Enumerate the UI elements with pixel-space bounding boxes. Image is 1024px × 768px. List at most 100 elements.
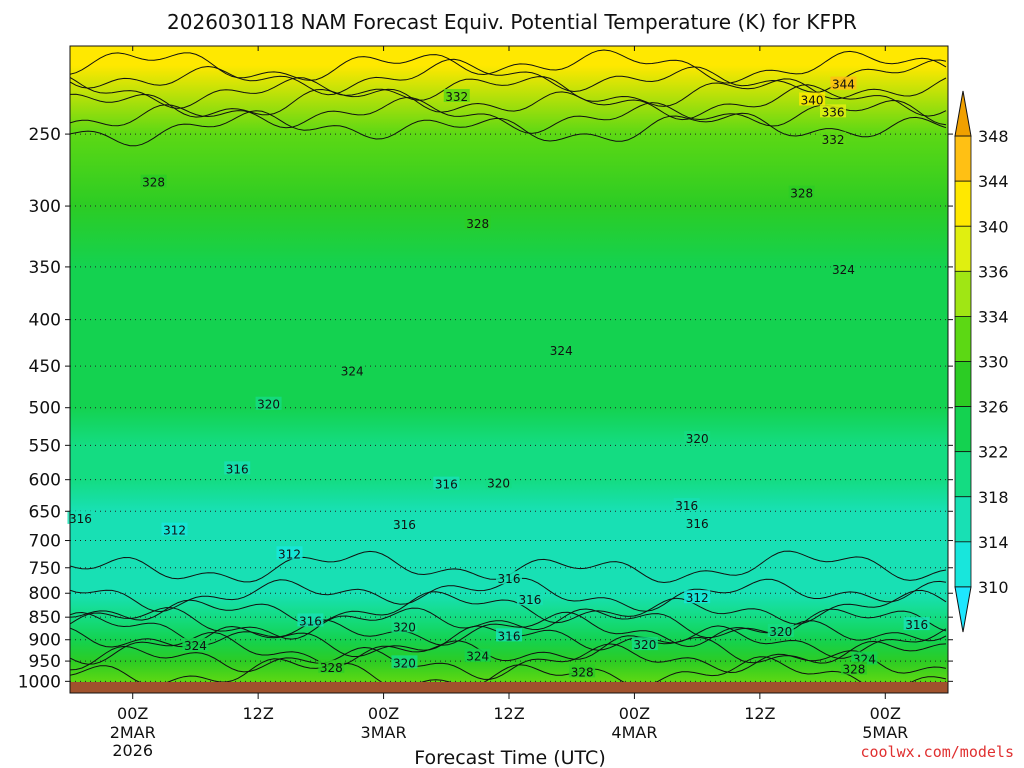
contour-label-text: 316 — [69, 512, 92, 526]
contour-label-text: 336 — [822, 105, 845, 119]
x-tick-date: 4MAR — [611, 723, 657, 742]
x-tick-label: 12Z — [493, 704, 524, 723]
x-tick-date: 2MAR — [110, 723, 156, 742]
contour-label: 316 — [496, 628, 522, 643]
contour-label-text: 324 — [341, 364, 364, 378]
chart-title: 2026030118 NAM Forecast Equiv. Potential… — [167, 10, 857, 34]
x-tick-label: 00Z — [117, 704, 148, 723]
y-tick-label: 450 — [29, 357, 61, 377]
theta-e-field — [70, 46, 948, 693]
contour-label-text: 320 — [393, 656, 416, 670]
colorbar-label: 340 — [978, 217, 1009, 236]
x-tick-date: 3MAR — [361, 723, 407, 742]
contour-label: 316 — [673, 498, 700, 513]
contour-328 — [70, 643, 947, 680]
contour-label-text: 316 — [498, 572, 521, 586]
contour-336 — [70, 84, 947, 121]
contour-label-text: 316 — [393, 518, 416, 532]
contour-label-text: 328 — [790, 187, 813, 201]
contour-label: 324 — [182, 637, 209, 653]
contour-label: 320 — [391, 655, 418, 670]
contour-label: 332 — [443, 88, 470, 104]
contour-label: 316 — [903, 617, 930, 632]
contour-label: 340 — [799, 92, 826, 107]
y-tick-label: 600 — [29, 471, 61, 491]
contour-label: 320 — [767, 623, 794, 639]
contour-label-text: 320 — [633, 638, 656, 652]
y-tick-label: 400 — [29, 311, 61, 331]
contour-label: 324 — [548, 343, 575, 358]
colorbar-swatch — [954, 451, 972, 498]
contour-label-text: 316 — [435, 478, 458, 492]
contour-label: 328 — [788, 185, 815, 201]
contour-320 — [70, 607, 947, 640]
contour-label: 328 — [464, 215, 491, 231]
contour-label: 316 — [684, 516, 711, 531]
colorbar-label: 348 — [978, 127, 1009, 146]
colorbar-bottom-arrow — [954, 586, 972, 633]
y-tick-label: 500 — [29, 399, 61, 419]
colorbar-label: 314 — [978, 533, 1009, 552]
contour-label: 328 — [569, 664, 596, 679]
contour-label: 316 — [496, 571, 522, 586]
contour-label: 320 — [485, 475, 512, 490]
colorbar-label: 336 — [978, 262, 1009, 281]
contour-332 — [70, 110, 947, 147]
colorbar-top-arrow — [954, 90, 972, 137]
contour-label-text: 344 — [832, 78, 855, 92]
contour-326 — [70, 631, 947, 667]
colorbar-label: 322 — [978, 443, 1009, 462]
y-tick-label: 300 — [29, 197, 61, 217]
y-axis: 250 300 350 400 450 500 550 600 650 700 750 800 850 9… — [18, 125, 953, 692]
contour-label: 320 — [684, 431, 711, 446]
colorbar-swatch — [954, 406, 972, 453]
contour-label: 320 — [391, 619, 418, 634]
contour-322 — [70, 611, 947, 648]
contour-label: 324 — [464, 648, 491, 664]
contour-label-text: 320 — [686, 432, 709, 446]
contour-label-text: 316 — [518, 593, 541, 607]
contour-label-text: 328 — [466, 217, 489, 231]
contour-label: 316 — [67, 510, 94, 526]
contour-340 — [70, 58, 947, 96]
contour-label: 328 — [140, 174, 167, 190]
x-tick-label: 00Z — [870, 704, 901, 723]
y-tick-label: 800 — [29, 584, 61, 604]
contour-label: 336 — [820, 104, 847, 119]
contour-label: 316 — [297, 613, 324, 628]
contour-label: 320 — [631, 637, 658, 652]
contour-label-text: 316 — [226, 462, 249, 476]
terrain-strip — [70, 682, 948, 693]
colorbar-swatch — [954, 541, 972, 588]
colorbar-label: 330 — [978, 353, 1009, 372]
colorbar-label: 318 — [978, 488, 1009, 507]
contour-label-text: 328 — [571, 665, 594, 679]
contour-label-text: 316 — [686, 517, 709, 531]
y-tick-label: 550 — [29, 436, 61, 456]
x-tick-label: 00Z — [619, 704, 650, 723]
contour-label-text: 320 — [393, 620, 416, 634]
y-tick-label: 1000 — [18, 672, 61, 692]
contour-label-text: 320 — [487, 476, 510, 490]
y-tick-label: 350 — [29, 258, 61, 278]
colorbar-swatch — [954, 225, 972, 272]
y-tick-label: 250 — [29, 125, 61, 145]
contour-label-text: 328 — [142, 176, 165, 190]
y-tick-label: 650 — [29, 502, 61, 522]
x-axis-title: Forecast Time (UTC) — [414, 747, 605, 768]
colorbar-label: 310 — [978, 578, 1009, 597]
contour-label-text: 332 — [445, 90, 468, 104]
contour-label-text: 324 — [466, 650, 489, 664]
colorbar-swatch — [954, 270, 972, 317]
contour-label: 328 — [318, 659, 345, 675]
contour-label-text: 316 — [299, 614, 322, 628]
contour-label: 316 — [433, 476, 460, 492]
site-credit: coolwx.com/models — [860, 743, 1014, 761]
colorbar-label: 326 — [978, 398, 1009, 417]
contour-342 — [70, 49, 947, 84]
contour-label-text: 312 — [278, 547, 301, 561]
contour-label-text: 328 — [320, 661, 343, 675]
